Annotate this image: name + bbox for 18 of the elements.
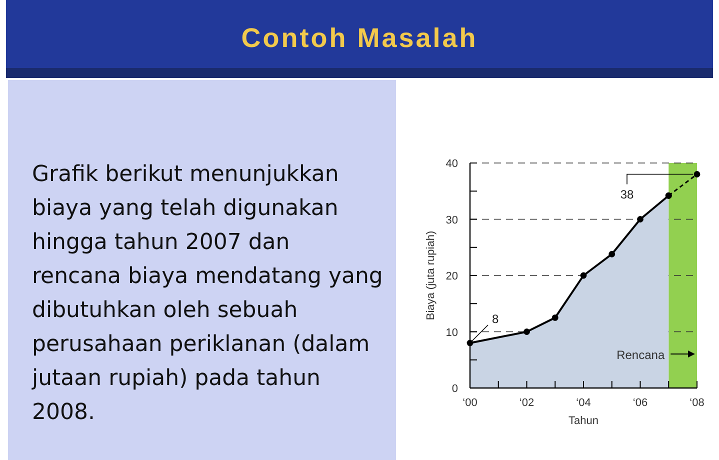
annotation: 8 xyxy=(492,312,499,326)
x-tick-label: ‘06 xyxy=(632,397,648,409)
annotation: 38 xyxy=(620,187,634,202)
y-tick-label: 40 xyxy=(446,158,458,170)
point xyxy=(694,171,700,178)
y-tick-label: 20 xyxy=(446,270,458,282)
y-axis-title: Biaya (juta rupiah) xyxy=(425,230,437,320)
y-tick-label: 0 xyxy=(452,383,458,395)
y-tick-label: 30 xyxy=(446,214,458,226)
x-axis-title: Tahun xyxy=(568,415,598,427)
series-label: Rencana xyxy=(616,348,665,362)
x-tick-label: ‘00 xyxy=(462,397,478,409)
x-tick-label: ‘02 xyxy=(519,397,534,409)
text: Grafik berikut menunjukkan biaya yang telah digunakan hingga tahun 2007 dan rencana biaya mendatang yang dibutuhkan oleh sebuah perusahaan periklanan (dalam jutaan rupiah) pada tahun 2008. xyxy=(31,162,383,425)
y-tick-label: 10 xyxy=(446,326,458,339)
x-tick-label: ‘08 xyxy=(690,397,704,409)
x-tick-label: ‘04 xyxy=(576,397,591,409)
chart-title: Contoh Masalah xyxy=(241,23,478,53)
